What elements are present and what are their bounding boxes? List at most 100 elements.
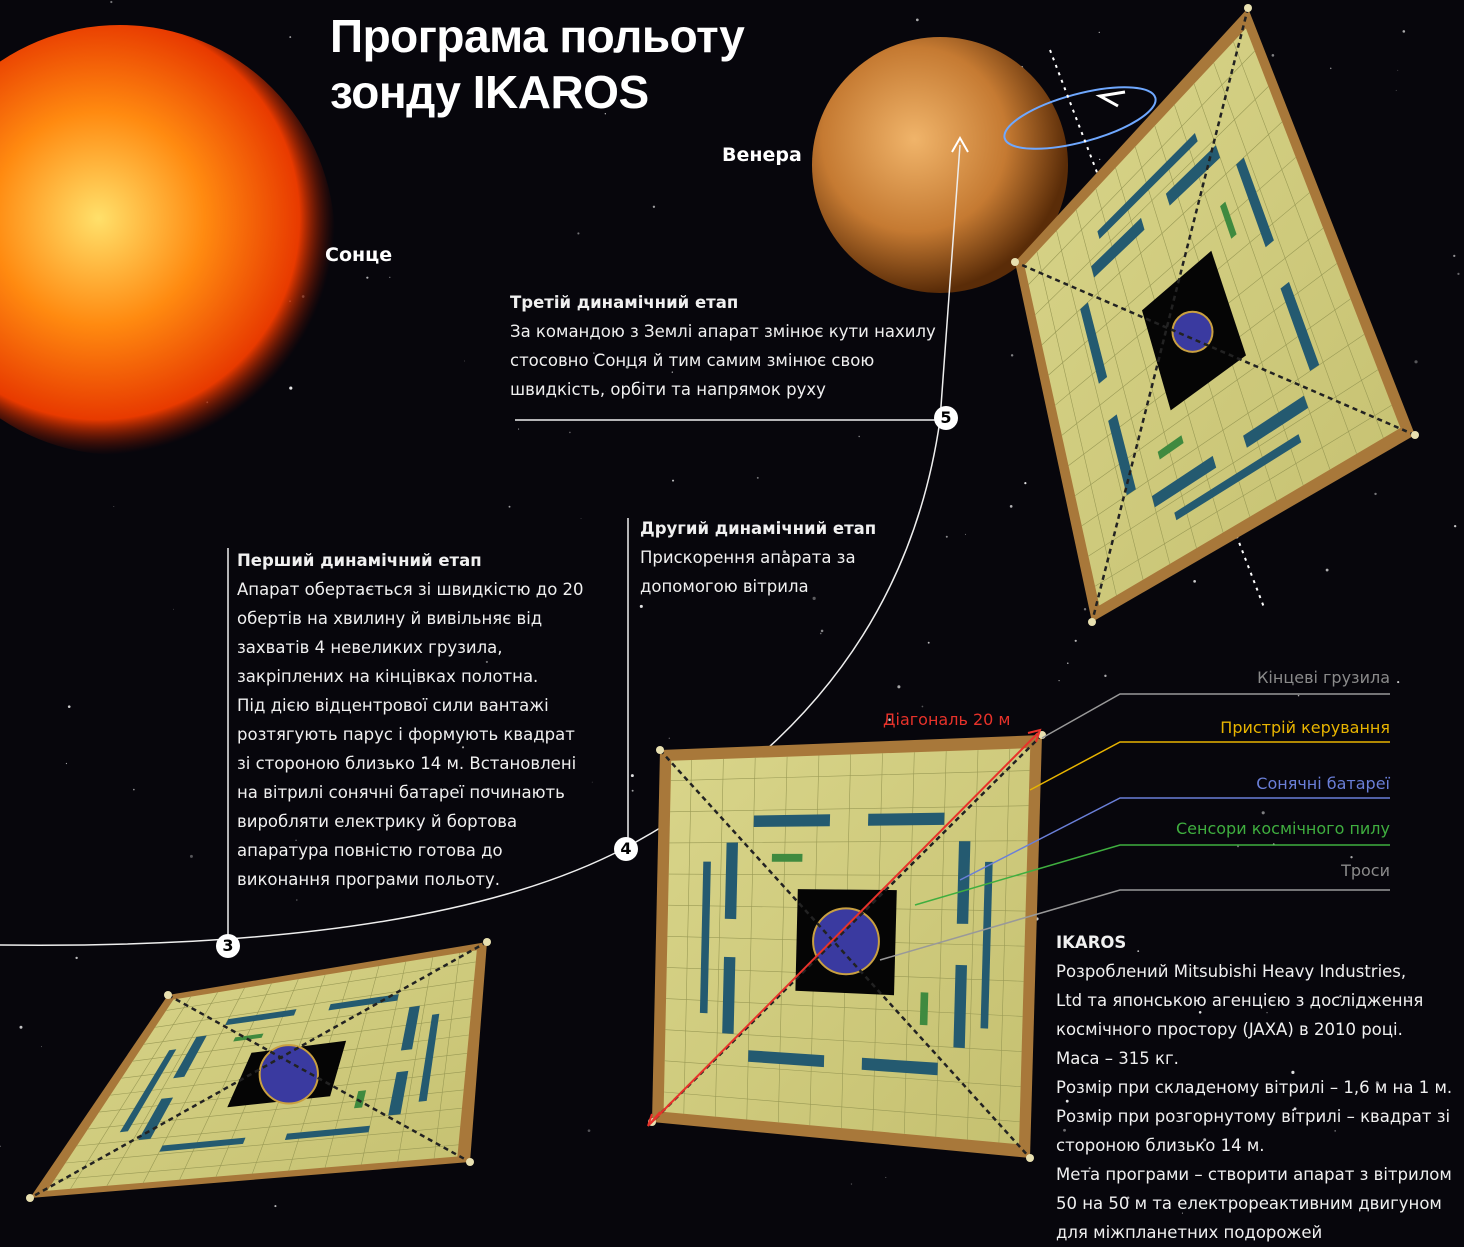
info-text-line: для міжпланетних подорожей xyxy=(1056,1218,1452,1247)
tip-mass xyxy=(26,1194,34,1202)
title-line: Програма польоту xyxy=(330,8,744,64)
star xyxy=(897,685,900,688)
solar-panel xyxy=(953,965,967,1048)
star xyxy=(19,1026,22,1029)
info-text-line: Розмір при складеному вітрилі – 1,6 м на… xyxy=(1056,1073,1452,1102)
star xyxy=(1024,482,1026,484)
sensor xyxy=(772,854,803,862)
stage-text-line: допомогою вітрила xyxy=(640,572,876,601)
star xyxy=(581,518,582,519)
sail xyxy=(1011,4,1419,626)
star xyxy=(1457,273,1459,275)
star xyxy=(631,774,634,777)
star xyxy=(1193,580,1196,583)
star xyxy=(1262,811,1265,814)
star xyxy=(274,1205,276,1207)
spacecraft xyxy=(813,908,879,974)
stage-block: Третій динамічний етапЗа командою з Земл… xyxy=(510,288,936,404)
info-text-line: Ltd та японською агенцією з дослідження xyxy=(1056,986,1452,1015)
solar-panel xyxy=(722,957,735,1034)
star xyxy=(653,206,655,208)
star xyxy=(0,1146,1,1147)
star xyxy=(1396,90,1397,91)
sail xyxy=(26,938,491,1202)
star xyxy=(632,790,634,792)
stage-text-line: швидкість, орбіти та напрямок руху xyxy=(510,375,936,404)
tip-mass xyxy=(656,746,664,754)
star xyxy=(922,706,924,708)
stage-text-line: Апарат обертається зі швидкістю до 20 xyxy=(237,575,584,604)
sun xyxy=(0,25,335,455)
tip-mass xyxy=(164,991,172,999)
stage-block: Перший динамічний етапАпарат обертається… xyxy=(237,546,584,894)
tip-mass xyxy=(466,1158,474,1166)
info-text-line: 50 на 50 м та електрореактивним двигуном xyxy=(1056,1189,1452,1218)
stage-text-line: захватів 4 невеликих грузила, xyxy=(237,633,584,662)
star xyxy=(916,18,919,21)
info-text-line: Розроблений Mitsubishi Heavy Industries, xyxy=(1056,957,1452,986)
star xyxy=(1058,680,1059,681)
stage-text-line: розтягують парус і формують квадрат xyxy=(237,720,584,749)
title-line: зонду IKAROS xyxy=(330,64,744,120)
stage-number: 3 xyxy=(216,934,240,958)
star xyxy=(820,633,822,635)
stage-text-line: виконання програми польоту. xyxy=(237,865,584,894)
star xyxy=(885,1177,886,1178)
star xyxy=(75,957,77,959)
tip-mass xyxy=(483,938,491,946)
star xyxy=(1397,70,1398,71)
part-label: Пристрій керування xyxy=(1220,718,1390,737)
info-text-line: Розмір при розгорнутому вітрилі – квадра… xyxy=(1056,1102,1452,1131)
star xyxy=(1010,505,1013,508)
star xyxy=(1099,159,1100,160)
star xyxy=(592,782,593,783)
stage-text-line: зі стороною близько 14 м. Встановлені xyxy=(237,749,584,778)
tip-mass xyxy=(1026,1154,1034,1162)
stage-text-line: обертів на хвилину й вивільняє від xyxy=(237,604,584,633)
star xyxy=(858,436,859,437)
star xyxy=(190,855,193,858)
star xyxy=(1374,493,1376,495)
stage-heading: Перший динамічний етап xyxy=(237,546,584,575)
star xyxy=(366,277,368,279)
star xyxy=(113,506,114,507)
stage-heading: Третій динамічний етап xyxy=(510,288,936,317)
star xyxy=(1011,354,1013,356)
star xyxy=(133,789,135,791)
solar-panel xyxy=(868,813,945,826)
star xyxy=(289,387,292,390)
star xyxy=(1272,54,1275,57)
rotation-arrow xyxy=(1100,92,1125,106)
star xyxy=(296,899,297,900)
solar-panel xyxy=(957,841,971,924)
sun-label: Сонце xyxy=(325,244,392,266)
star xyxy=(1330,68,1332,70)
star xyxy=(1067,663,1068,664)
star xyxy=(851,1183,852,1184)
star xyxy=(965,534,966,535)
part-label: Троси xyxy=(1341,861,1390,880)
info-heading: IKAROS xyxy=(1056,928,1452,957)
star xyxy=(68,705,71,708)
tip-mass xyxy=(1011,258,1019,266)
stage-text-line: Прискорення апарата за xyxy=(640,543,876,572)
star xyxy=(640,605,643,608)
star xyxy=(289,36,291,38)
info-text-line: космічного простору (JAXA) в 2010 році. xyxy=(1056,1015,1452,1044)
star xyxy=(1403,30,1406,33)
star xyxy=(946,536,948,538)
star xyxy=(821,630,824,633)
star xyxy=(1084,608,1086,610)
star xyxy=(577,232,579,234)
star xyxy=(389,277,390,278)
star xyxy=(1075,640,1077,642)
star xyxy=(569,432,571,434)
star xyxy=(588,1129,591,1132)
star xyxy=(1454,525,1456,527)
star xyxy=(464,361,465,362)
star xyxy=(1350,856,1352,858)
stage-text-line: За командою з Землі апарат змінює кути н… xyxy=(510,317,936,346)
star xyxy=(928,642,930,644)
stage-text-line: закріплених на кінцівках полотна. xyxy=(237,662,584,691)
